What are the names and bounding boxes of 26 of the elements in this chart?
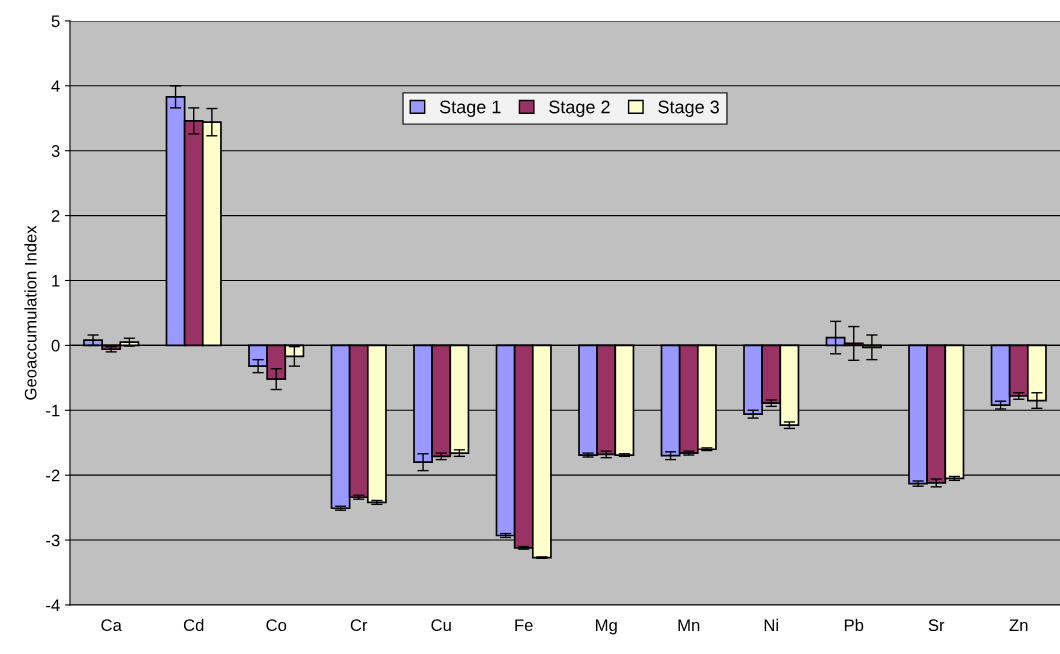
- legend-label: Stage 2: [549, 100, 610, 117]
- y-tick-label: -3: [46, 534, 60, 547]
- x-tick-label: Co: [266, 619, 287, 632]
- y-tick-label: 0: [51, 339, 60, 352]
- y-tick-label: -2: [46, 469, 60, 482]
- x-tick-label: Pb: [844, 618, 864, 632]
- x-tick-label: Mg: [596, 619, 617, 635]
- x-tick-label: Mn: [678, 619, 700, 631]
- x-tick-label: Sr: [928, 619, 945, 632]
- y-axis-title: Geoaccumulation Index: [24, 225, 37, 400]
- y-tick-label: -1: [46, 404, 60, 417]
- y-tick-label: 2: [51, 210, 60, 222]
- y-tick-label: -4: [46, 599, 60, 611]
- legend-label: Stage 3: [658, 100, 719, 117]
- x-tick-label: Cd: [183, 618, 204, 632]
- legend-label: Stage 1: [439, 100, 501, 117]
- x-tick-label: Fe: [515, 619, 533, 632]
- x-tick-label: Ni: [764, 618, 778, 631]
- x-tick-label: Zn: [1009, 619, 1028, 631]
- x-tick-label: Ca: [101, 619, 122, 632]
- y-tick-label: 4: [51, 80, 60, 92]
- x-tick-label: Cr: [350, 619, 368, 632]
- x-tick-label: Cu: [431, 619, 451, 632]
- y-tick-label: 5: [51, 15, 60, 28]
- y-tick-label: 1: [52, 275, 60, 287]
- y-tick-label: 3: [51, 145, 60, 157]
